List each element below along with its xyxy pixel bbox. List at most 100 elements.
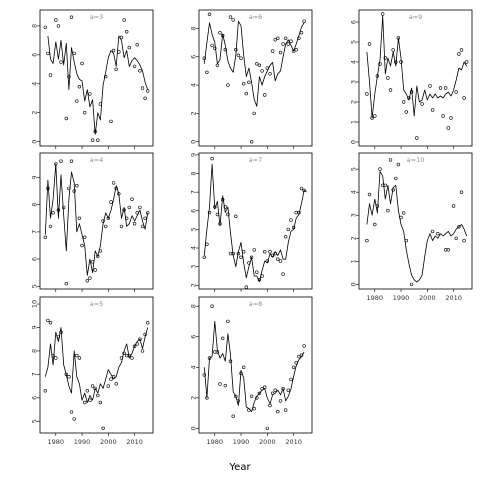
data-point [122, 351, 126, 355]
data-point [138, 337, 142, 341]
data-point [430, 108, 435, 112]
x-tick-label: 1980 [47, 438, 64, 446]
data-point [383, 183, 387, 188]
data-point [143, 216, 147, 221]
x-tick-label: 2010 [445, 294, 462, 302]
y-tick-label: 5 [349, 167, 357, 171]
panel-frame [39, 9, 154, 147]
data-point [378, 62, 382, 66]
panel-frame [198, 9, 313, 147]
panel-a-9: a=9 0 1 2 3 4 5 6 [349, 9, 473, 149]
data-point [457, 225, 461, 229]
x-axis-title: Year [228, 462, 251, 473]
data-point [132, 344, 137, 348]
panel-frame [198, 296, 313, 434]
data-point [249, 255, 254, 259]
data-point [205, 242, 209, 247]
panel-a-4: a=4 5 6 7 8 9 [30, 152, 154, 292]
data-point [122, 18, 126, 22]
data-point [93, 129, 97, 134]
series-line [44, 163, 149, 276]
data-point [388, 88, 393, 92]
data-point [281, 272, 285, 276]
data-point [127, 45, 132, 50]
data-point [69, 15, 74, 19]
data-point [289, 218, 293, 222]
data-point [454, 236, 458, 241]
data-point [85, 389, 90, 393]
panel-a-10: a=10 0 1 2 3 4 5 1980 1990 2000 2010 [349, 152, 473, 302]
y-tick-label: 8 [189, 304, 197, 308]
panel-a-8: a=8 0 2 4 6 8 1980 1990 2000 2010 [189, 296, 313, 446]
data-point [221, 197, 225, 202]
data-point [215, 63, 220, 68]
data-point [370, 116, 374, 120]
data-point [257, 391, 262, 395]
data-point [462, 238, 466, 243]
data-point [51, 353, 55, 358]
data-point [82, 400, 87, 405]
data-point [289, 39, 293, 43]
data-point [446, 248, 450, 252]
data-point [127, 205, 132, 210]
data-point [213, 46, 217, 50]
data-point [64, 281, 69, 286]
panel-frame [358, 152, 473, 290]
data-point [135, 342, 139, 346]
data-point [75, 99, 79, 103]
panel-label: a=10 [407, 156, 425, 164]
series-line [366, 170, 468, 283]
data-point [119, 356, 124, 360]
data-point [59, 159, 63, 163]
panel-label: a=9 [409, 13, 423, 21]
data-point [286, 388, 290, 392]
data-point [67, 375, 71, 379]
data-point [80, 243, 84, 248]
data-point [294, 47, 298, 52]
data-point [231, 414, 235, 418]
data-point [399, 215, 403, 220]
data-point [291, 365, 296, 369]
y-tick-label: 1 [349, 120, 357, 124]
data-point [265, 426, 269, 431]
data-point [402, 100, 406, 104]
data-point [69, 410, 74, 414]
y-tick-label: 4 [349, 190, 357, 194]
data-point [77, 356, 82, 360]
data-point [223, 383, 228, 388]
data-point [82, 110, 87, 115]
data-point [77, 216, 82, 221]
y-tick-label: 0 [349, 140, 357, 144]
data-point [444, 86, 448, 90]
data-point [51, 211, 55, 215]
data-point [446, 126, 450, 130]
data-point [106, 384, 111, 388]
y-tick-label: 6 [189, 335, 197, 339]
data-point [67, 74, 71, 79]
data-point [278, 399, 283, 403]
data-point [221, 33, 225, 38]
data-point [278, 50, 283, 55]
data-point [64, 116, 69, 121]
data-point [218, 31, 222, 35]
series-line [366, 15, 468, 119]
data-point [88, 276, 92, 280]
data-point [67, 186, 71, 191]
data-point [140, 349, 145, 353]
data-point [284, 36, 288, 40]
data-point [202, 373, 207, 377]
data-point [96, 138, 100, 142]
data-point [409, 282, 414, 287]
data-point [373, 114, 377, 118]
data-point [75, 183, 79, 188]
data-point [291, 225, 296, 230]
y-tick-label: 3 [349, 213, 357, 217]
data-point [255, 396, 259, 400]
data-point [273, 388, 277, 392]
data-point [378, 167, 382, 171]
data-point [231, 18, 235, 22]
data-point [260, 387, 264, 391]
data-point [72, 189, 76, 193]
data-point [396, 36, 401, 40]
